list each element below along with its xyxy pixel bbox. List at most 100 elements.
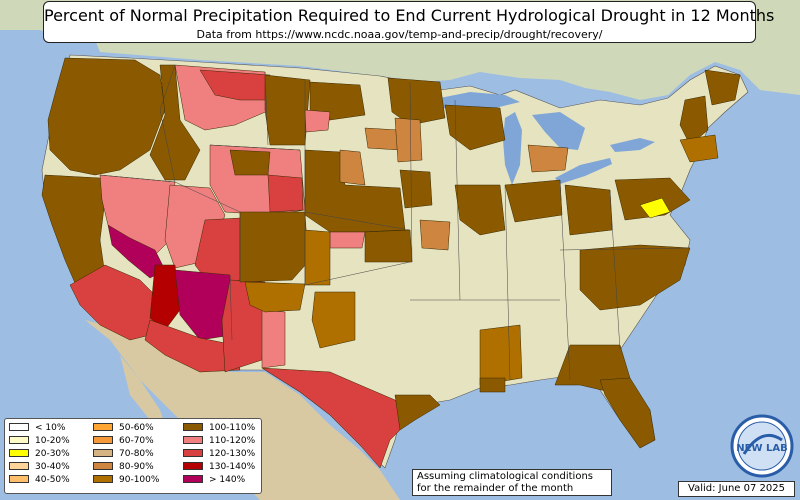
region-wyoming-red: [267, 174, 304, 213]
legend-label: 100-110%: [209, 423, 256, 433]
legend-label: 20-30%: [35, 449, 70, 459]
assumption-note-line-2: for the remainder of the month: [417, 483, 574, 494]
legend-swatch: [93, 462, 113, 470]
legend-item: > 140%: [183, 474, 255, 486]
legend-label: 120-130%: [209, 449, 256, 459]
legend-swatch: [9, 449, 29, 457]
region-pennsylvania-west: [564, 184, 613, 236]
lake-ontario: [610, 138, 655, 152]
lake-huron: [532, 112, 585, 150]
legend-swatch: [9, 462, 29, 470]
legend-swatch: [93, 423, 113, 431]
region-colorado: [239, 211, 309, 283]
title-box: Percent of Normal Precipitation Required…: [43, 1, 775, 43]
legend-item: 30-40%: [9, 461, 70, 473]
assumption-note-line-1: Assuming climatological conditions: [417, 471, 593, 482]
region-colorado-south: [244, 281, 306, 313]
legend-item: 20-30%: [9, 448, 70, 460]
legend-swatch: [93, 449, 113, 457]
region-eastern-montana: [264, 74, 311, 146]
legend-label: 70-80%: [119, 449, 154, 459]
region-minnesota-tan: [364, 127, 401, 151]
region-indiana-ohio: [504, 179, 563, 223]
region-texas-panhandle: [311, 291, 356, 349]
legend-label: 10-20%: [35, 436, 70, 446]
region-southern-arizona: [144, 319, 241, 373]
region-pacific-northwest: [47, 57, 166, 176]
legend-label: 30-40%: [35, 462, 70, 472]
region-michigan-tan: [527, 144, 569, 173]
lake-michigan: [503, 112, 522, 185]
legend-item: 70-80%: [93, 448, 159, 460]
legend-column-1: < 10% 10-20% 20-30% 30-40% 40-50%: [9, 422, 70, 487]
map-title: Percent of Normal Precipitation Required…: [44, 6, 775, 25]
legend-swatch: [9, 475, 29, 483]
legend-label: < 10%: [35, 423, 66, 433]
region-illinois: [454, 184, 506, 236]
region-montana-north: [199, 69, 273, 101]
legend-swatch: [9, 423, 29, 431]
region-kansas-west: [304, 229, 331, 286]
legend-swatch: [183, 462, 203, 470]
region-maine: [704, 69, 741, 106]
legend-label: 130-140%: [209, 462, 256, 472]
legend-label: 90-100%: [119, 475, 160, 485]
legend-item: 130-140%: [183, 461, 255, 473]
region-iowa: [399, 169, 433, 209]
state-borders: [99, 64, 691, 381]
region-western-arizona: [149, 264, 181, 331]
legend-swatch: [9, 436, 29, 444]
legend-swatch: [183, 423, 203, 431]
legend-swatch: [93, 475, 113, 483]
region-massachusetts: [679, 134, 719, 163]
legend-item: 100-110%: [183, 422, 255, 434]
legend-item: 80-90%: [93, 461, 159, 473]
region-south-dakota: [339, 149, 366, 186]
region-texas-coast: [394, 394, 441, 431]
legend-item: 60-70%: [93, 435, 159, 447]
legend-item: 10-20%: [9, 435, 70, 447]
region-louisiana: [479, 324, 523, 386]
assumption-note: Assuming climatological conditions for t…: [412, 469, 612, 496]
region-wyoming-brown: [229, 149, 271, 176]
region-west-texas: [261, 367, 411, 469]
drought-regions: [41, 57, 741, 469]
region-arizona: [174, 269, 233, 341]
legend-swatch: [183, 475, 203, 483]
map-subtitle: Data from https://www.ncdc.noaa.gov/temp…: [196, 28, 603, 41]
region-wisconsin: [444, 104, 506, 151]
legend: < 10% 10-20% 20-30% 30-40% 40-50% 50-60%…: [4, 418, 262, 494]
region-mid-atlantic: [614, 177, 691, 221]
legend-item: 40-50%: [9, 474, 70, 486]
legend-label: 50-60%: [119, 423, 154, 433]
region-maryland: [639, 197, 671, 219]
valid-date-box: Valid: June 07 2025: [678, 481, 795, 497]
region-carolinas: [579, 244, 691, 311]
region-kansas-pink: [329, 231, 366, 249]
legend-swatch: [93, 436, 113, 444]
legend-swatch: [183, 436, 203, 444]
region-florida: [599, 377, 656, 449]
legend-item: < 10%: [9, 422, 70, 434]
legend-label: 110-120%: [209, 436, 256, 446]
region-new-mexico-pink: [261, 309, 286, 369]
region-missouri: [419, 219, 451, 251]
region-sd-pink: [304, 109, 331, 133]
legend-item: 120-130%: [183, 448, 255, 460]
lake-erie: [555, 158, 612, 184]
region-idaho: [149, 64, 201, 181]
legend-column-3: 100-110% 110-120% 120-130% 130-140% > 14…: [183, 422, 255, 487]
legend-label: 40-50%: [35, 475, 70, 485]
region-minnesota-south: [394, 117, 423, 163]
region-louisiana-coast: [479, 377, 506, 393]
legend-label: > 140%: [209, 475, 246, 485]
legend-swatch: [183, 449, 203, 457]
legend-label: 60-70%: [119, 436, 154, 446]
legend-label: 80-90%: [119, 462, 154, 472]
legend-column-2: 50-60% 60-70% 70-80% 80-90% 90-100%: [93, 422, 159, 487]
region-minnesota: [387, 77, 446, 126]
legend-item: 110-120%: [183, 435, 255, 447]
logo-text: NEW LAB: [736, 443, 787, 454]
